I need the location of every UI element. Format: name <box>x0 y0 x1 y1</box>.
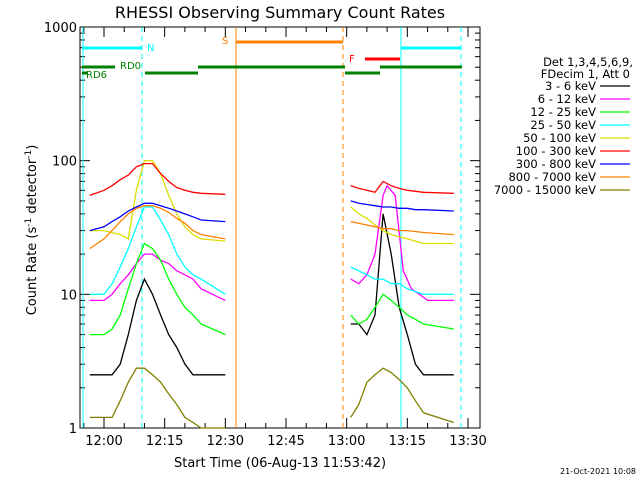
rd6-label: RD6 <box>86 70 107 81</box>
legend-label: 100 - 300 keV <box>516 144 596 158</box>
y-tick-label: 10 <box>60 288 77 303</box>
y-tick-label: 100 <box>52 155 77 170</box>
y-tick-label: 1 <box>69 422 77 437</box>
legend-header-line2: FDecim 1, Att 0 <box>541 67 630 81</box>
legend-label: 300 - 800 keV <box>516 157 596 171</box>
legend-label: 7000 - 15000 keV <box>494 183 596 197</box>
plot-area: 1 10 100 1000 12:00 12:15 12:30 12:45 13:00 13:15… <box>44 21 487 449</box>
series-line-7-a <box>89 205 226 250</box>
series-line-0-a <box>89 277 226 376</box>
x-tick-label: 12:15 <box>146 434 183 449</box>
series-line-1-a <box>89 253 226 302</box>
night-label: N <box>147 43 154 54</box>
y-axis-label-end: ) <box>25 145 40 150</box>
series-line-2-a <box>89 242 226 336</box>
chart-title: RHESSI Observing Summary Count Rates <box>115 3 445 22</box>
y-axis-label: Count Rate (s-1 detector-1) <box>24 145 40 316</box>
legend-header-line1: Det 1,3,4,5,6,9, <box>543 55 633 69</box>
series-line-5-a <box>89 162 226 197</box>
series-line-7-b <box>350 220 454 236</box>
series-line-0-b <box>350 213 454 376</box>
series-line-3-a <box>89 206 226 295</box>
series-line-4-b <box>350 206 454 245</box>
x-tick-label: 12:00 <box>85 434 122 449</box>
plot-frame <box>79 26 481 429</box>
series-line-2-b <box>350 293 454 330</box>
footer-date: 21-Oct-2021 10:08 <box>560 467 636 476</box>
y-tick-label: 1000 <box>44 21 77 36</box>
legend-label: 50 - 100 keV <box>523 131 596 145</box>
series-line-6-a <box>89 202 226 232</box>
legend-label: 3 - 6 keV <box>545 79 596 93</box>
legend-label: 25 - 50 keV <box>530 118 596 132</box>
x-tick-label: 12:30 <box>207 434 244 449</box>
y-axis-label-main: Count Rate (s <box>25 227 40 316</box>
series-line-6-b <box>350 200 454 212</box>
x-tick-label: 12:45 <box>267 434 304 449</box>
series-line-8-a <box>89 367 226 429</box>
series-line-3-b <box>350 266 454 295</box>
legend-label: 6 - 12 keV <box>538 92 596 106</box>
legend-label: 12 - 25 keV <box>530 105 596 119</box>
series-line-4-a <box>89 160 226 242</box>
y-axis-label-sup2: -1 <box>24 150 34 159</box>
legend: Det 1,3,4,5,6,9, FDecim 1, Att 0 3 - 6 k… <box>494 55 633 197</box>
x-axis-label: Start Time (06-Aug-13 11:53:42) <box>174 456 386 471</box>
saa-label: S <box>222 36 228 47</box>
legend-label: 800 - 7000 keV <box>508 170 596 184</box>
x-tick-label: 13:30 <box>449 434 486 449</box>
y-axis-label-sup1: -1 <box>24 218 34 227</box>
x-tick-label: 13:00 <box>328 434 365 449</box>
series-line-1-b <box>350 184 454 302</box>
y-axis-label-mid: detector <box>25 158 40 218</box>
series-line-8-b <box>350 367 454 424</box>
series-line-5-b <box>350 180 454 194</box>
rd0-label: RD0 <box>120 61 141 72</box>
x-tick-label: 13:15 <box>389 434 426 449</box>
flare-label: F <box>349 54 355 65</box>
